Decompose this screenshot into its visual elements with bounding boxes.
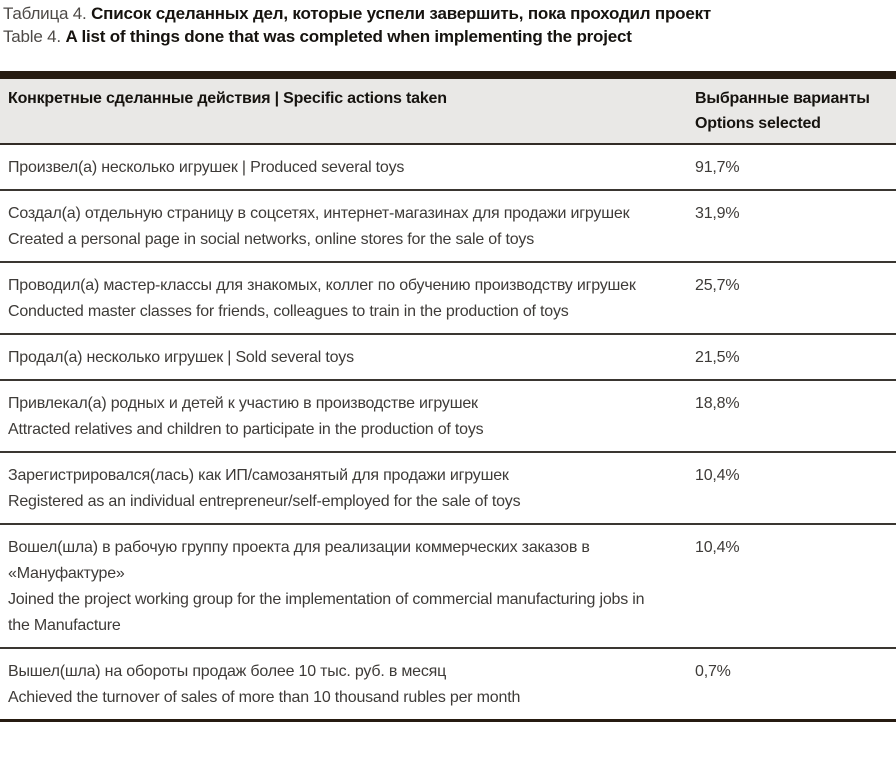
- table-caption: Таблица 4. Список сделанных дел, которые…: [0, 0, 896, 48]
- action-text-line: Achieved the turnover of sales of more t…: [8, 689, 521, 706]
- value-cell: 10,4%: [695, 467, 740, 484]
- action-text-line: Вышел(шла) на обороты продаж более 10 ты…: [8, 663, 447, 680]
- action-text-line: Проводил(а) мастер-классы для знакомых, …: [8, 277, 636, 294]
- data-table: Конкретные сделанные действия | Specific…: [0, 71, 896, 722]
- action-text-line: Зарегистрировался(лась) как ИП/самозанят…: [8, 467, 509, 484]
- table-row: Привлекал(а) родных и детей к участию в …: [0, 381, 896, 453]
- table-header-row: Конкретные сделанные действия | Specific…: [0, 79, 896, 145]
- value-cell: 91,7%: [695, 159, 740, 176]
- table-row: Вышел(шла) на обороты продаж более 10 ты…: [0, 649, 896, 719]
- action-text-line: Attracted relatives and children to part…: [8, 421, 484, 438]
- table-row: Зарегистрировался(лась) как ИП/самозанят…: [0, 453, 896, 525]
- action-cell: Вышел(шла) на обороты продаж более 10 ты…: [0, 649, 695, 719]
- table-body: Произвел(а) несколько игрушек | Produced…: [0, 145, 896, 719]
- header-options-cell: Выбранные варианты Options selected: [695, 79, 896, 143]
- caption-prefix-en: Table 4.: [3, 27, 61, 46]
- caption-text-ru: Список сделанных дел, которые успели зав…: [91, 4, 712, 23]
- action-cell: Привлекал(а) родных и детей к участию в …: [0, 381, 695, 451]
- table-row: Проводил(а) мастер-классы для знакомых, …: [0, 263, 896, 335]
- header-options-en: Options selected: [695, 115, 821, 132]
- action-text-line: Произвел(а) несколько игрушек | Produced…: [8, 159, 405, 176]
- value-cell: 31,9%: [695, 205, 740, 222]
- action-cell: Произвел(а) несколько игрушек | Produced…: [0, 145, 695, 189]
- action-text-line: Создал(а) отдельную страницу в соцсетях,…: [8, 205, 630, 222]
- action-text-line: Продал(а) несколько игрушек | Sold sever…: [8, 349, 354, 366]
- value-cell: 10,4%: [695, 539, 740, 556]
- value-cell: 18,8%: [695, 395, 740, 412]
- caption-text-en: A list of things done that was completed…: [65, 27, 632, 46]
- table-row: Произвел(а) несколько игрушек | Produced…: [0, 145, 896, 191]
- action-cell: Вошел(шла) в рабочую группу проекта для …: [0, 525, 695, 647]
- caption-line-en: Table 4. A list of things done that was …: [3, 25, 890, 48]
- value-cell: 21,5%: [695, 349, 740, 366]
- action-text-line: Registered as an individual entrepreneur…: [8, 493, 521, 510]
- action-cell: Продал(а) несколько игрушек | Sold sever…: [0, 335, 695, 379]
- action-text-line: Вошел(шла) в рабочую группу проекта для …: [8, 539, 590, 582]
- value-cell: 25,7%: [695, 277, 740, 294]
- table-row: Вошел(шла) в рабочую группу проекта для …: [0, 525, 896, 649]
- action-cell: Проводил(а) мастер-классы для знакомых, …: [0, 263, 695, 333]
- header-options-ru: Выбранные варианты: [695, 90, 870, 107]
- table-row: Создал(а) отдельную страницу в соцсетях,…: [0, 191, 896, 263]
- action-text-line: Привлекал(а) родных и детей к участию в …: [8, 395, 478, 412]
- header-actions-cell: Конкретные сделанные действия | Specific…: [8, 90, 447, 107]
- action-cell: Создал(а) отдельную страницу в соцсетях,…: [0, 191, 695, 261]
- caption-prefix-ru: Таблица 4.: [3, 4, 87, 23]
- action-text-line: Conducted master classes for friends, co…: [8, 303, 569, 320]
- caption-line-ru: Таблица 4. Список сделанных дел, которые…: [3, 2, 890, 25]
- action-cell: Зарегистрировался(лась) как ИП/самозанят…: [0, 453, 695, 523]
- action-text-line: Joined the project working group for the…: [8, 591, 645, 634]
- value-cell: 0,7%: [695, 663, 731, 680]
- action-text-line: Created a personal page in social networ…: [8, 231, 535, 248]
- table-row: Продал(а) несколько игрушек | Sold sever…: [0, 335, 896, 381]
